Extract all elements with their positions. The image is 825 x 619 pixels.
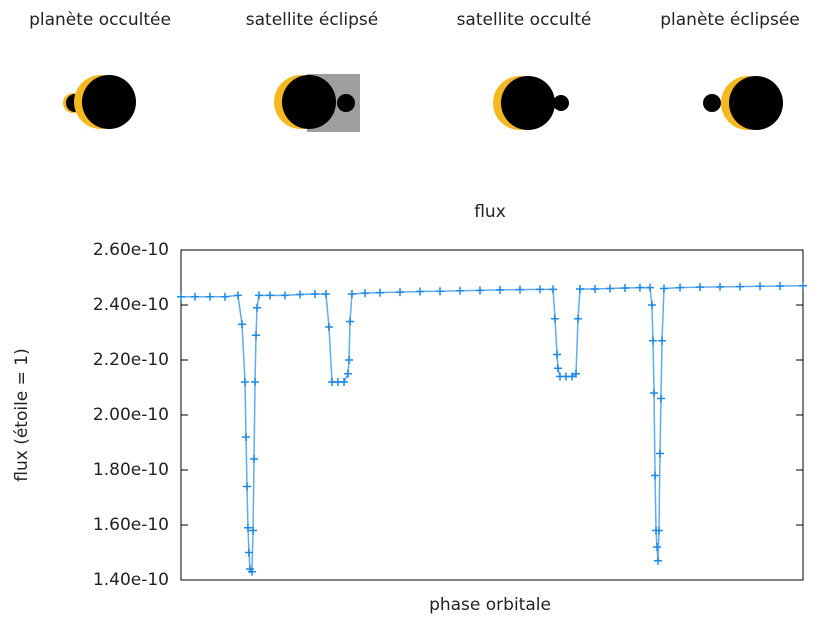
data-point xyxy=(254,291,263,300)
data-point xyxy=(345,317,354,326)
y-tick-label: 2.60e-10 xyxy=(93,240,169,260)
y-tick-label: 2.00e-10 xyxy=(93,405,169,425)
data-point xyxy=(775,282,784,291)
data-point xyxy=(605,284,614,293)
data-point xyxy=(242,482,251,491)
data-point xyxy=(243,523,252,532)
phase-label: planète éclipsée xyxy=(660,10,800,30)
data-point xyxy=(576,285,585,294)
y-tick-label: 1.60e-10 xyxy=(93,515,169,535)
data-point xyxy=(396,288,405,297)
data-point xyxy=(190,292,199,301)
data-point xyxy=(252,331,261,340)
data-point xyxy=(238,320,247,329)
data-point xyxy=(220,292,229,301)
data-point xyxy=(295,290,304,299)
icon xyxy=(703,76,783,130)
data-point xyxy=(656,394,665,403)
data-point xyxy=(735,282,744,291)
data-point xyxy=(436,287,445,296)
data-point xyxy=(205,292,214,301)
data-point xyxy=(375,288,384,297)
data-point xyxy=(551,314,560,323)
icon xyxy=(493,76,569,130)
data-point xyxy=(251,378,260,386)
data-point xyxy=(571,369,580,378)
data-point xyxy=(648,336,657,345)
data-point xyxy=(549,285,558,294)
chart-title: flux xyxy=(474,202,506,222)
data-point xyxy=(676,283,685,292)
data-point xyxy=(345,356,354,364)
data-point xyxy=(347,290,356,298)
x-axis-label: phase orbitale xyxy=(429,595,551,615)
data-point xyxy=(253,303,262,312)
data-point xyxy=(475,286,484,295)
data-point xyxy=(340,378,349,386)
data-point xyxy=(310,290,319,298)
phase-label: satellite occulté xyxy=(457,10,592,30)
data-point xyxy=(247,567,256,576)
data-point xyxy=(659,284,668,293)
data-point xyxy=(574,314,583,323)
data-point xyxy=(645,283,654,292)
data-point xyxy=(456,286,465,295)
data-point xyxy=(321,290,330,298)
data-point xyxy=(177,292,185,301)
y-tick-label: 1.40e-10 xyxy=(93,570,169,590)
data-point xyxy=(695,283,704,292)
data-point xyxy=(249,526,258,535)
data-point xyxy=(496,285,505,294)
data-point xyxy=(799,281,807,290)
data-point xyxy=(650,389,659,397)
data-point xyxy=(324,323,333,331)
data-point xyxy=(552,350,561,359)
data-point xyxy=(620,283,629,292)
data-point xyxy=(756,282,765,291)
y-tick-label: 1.80e-10 xyxy=(93,460,169,480)
phase-label: planète occultée xyxy=(29,10,171,30)
data-point xyxy=(716,282,725,291)
data-point xyxy=(536,285,545,294)
data-point xyxy=(250,455,259,463)
data-point xyxy=(635,283,644,292)
data-point xyxy=(656,449,665,458)
data-point xyxy=(657,336,666,345)
icon xyxy=(274,74,360,132)
data-point xyxy=(233,291,242,300)
data-point xyxy=(344,369,353,378)
phase-label: satellite éclipsé xyxy=(246,10,378,30)
data-line xyxy=(181,285,804,574)
data-point xyxy=(654,556,663,565)
data-point xyxy=(241,378,250,386)
data-point xyxy=(360,289,369,298)
data-point xyxy=(651,471,660,480)
data-point xyxy=(241,433,250,441)
data-point xyxy=(647,301,656,309)
data-point xyxy=(515,285,524,294)
y-axis-label: flux (étoile = 1) xyxy=(12,348,32,482)
data-point xyxy=(415,287,424,296)
plot-frame xyxy=(180,249,804,581)
data-point xyxy=(280,291,289,300)
data-point xyxy=(553,364,562,373)
icon xyxy=(63,75,136,129)
data-point xyxy=(244,548,253,557)
data-point xyxy=(653,543,662,551)
data-point xyxy=(655,526,664,535)
y-tick-label: 2.20e-10 xyxy=(93,350,169,370)
data-point xyxy=(266,291,275,300)
y-tick-label: 2.40e-10 xyxy=(93,295,169,315)
data-point xyxy=(591,285,600,294)
